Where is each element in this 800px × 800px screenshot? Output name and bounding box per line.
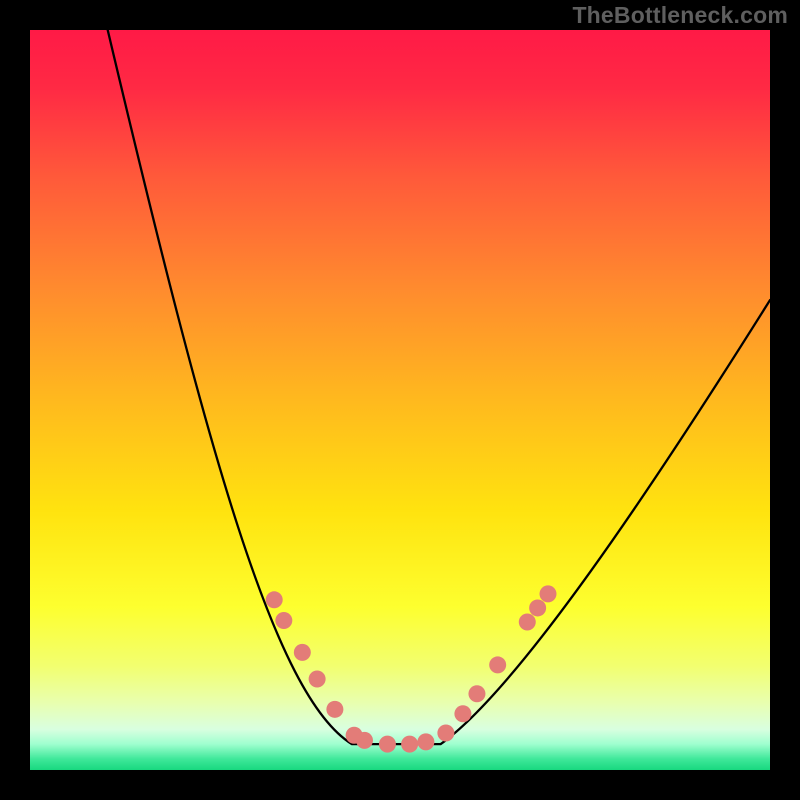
curve-marker — [275, 612, 292, 629]
curve-marker — [437, 725, 454, 742]
curve-marker — [356, 732, 373, 749]
curve-marker — [294, 644, 311, 661]
curve-marker — [379, 736, 396, 753]
curve-marker — [266, 591, 283, 608]
curve-marker — [540, 585, 557, 602]
curve-marker — [326, 701, 343, 718]
curve-marker — [519, 614, 536, 631]
curve-marker — [489, 656, 506, 673]
plot-area — [30, 30, 770, 770]
curve-marker — [417, 733, 434, 750]
watermark-text: TheBottleneck.com — [572, 2, 788, 29]
gradient-background — [30, 30, 770, 770]
curve-marker — [468, 685, 485, 702]
curve-marker — [309, 670, 326, 687]
chart-stage: TheBottleneck.com — [0, 0, 800, 800]
curve-marker — [454, 705, 471, 722]
curve-marker — [529, 599, 546, 616]
bottleneck-chart — [30, 30, 770, 770]
curve-marker — [401, 736, 418, 753]
